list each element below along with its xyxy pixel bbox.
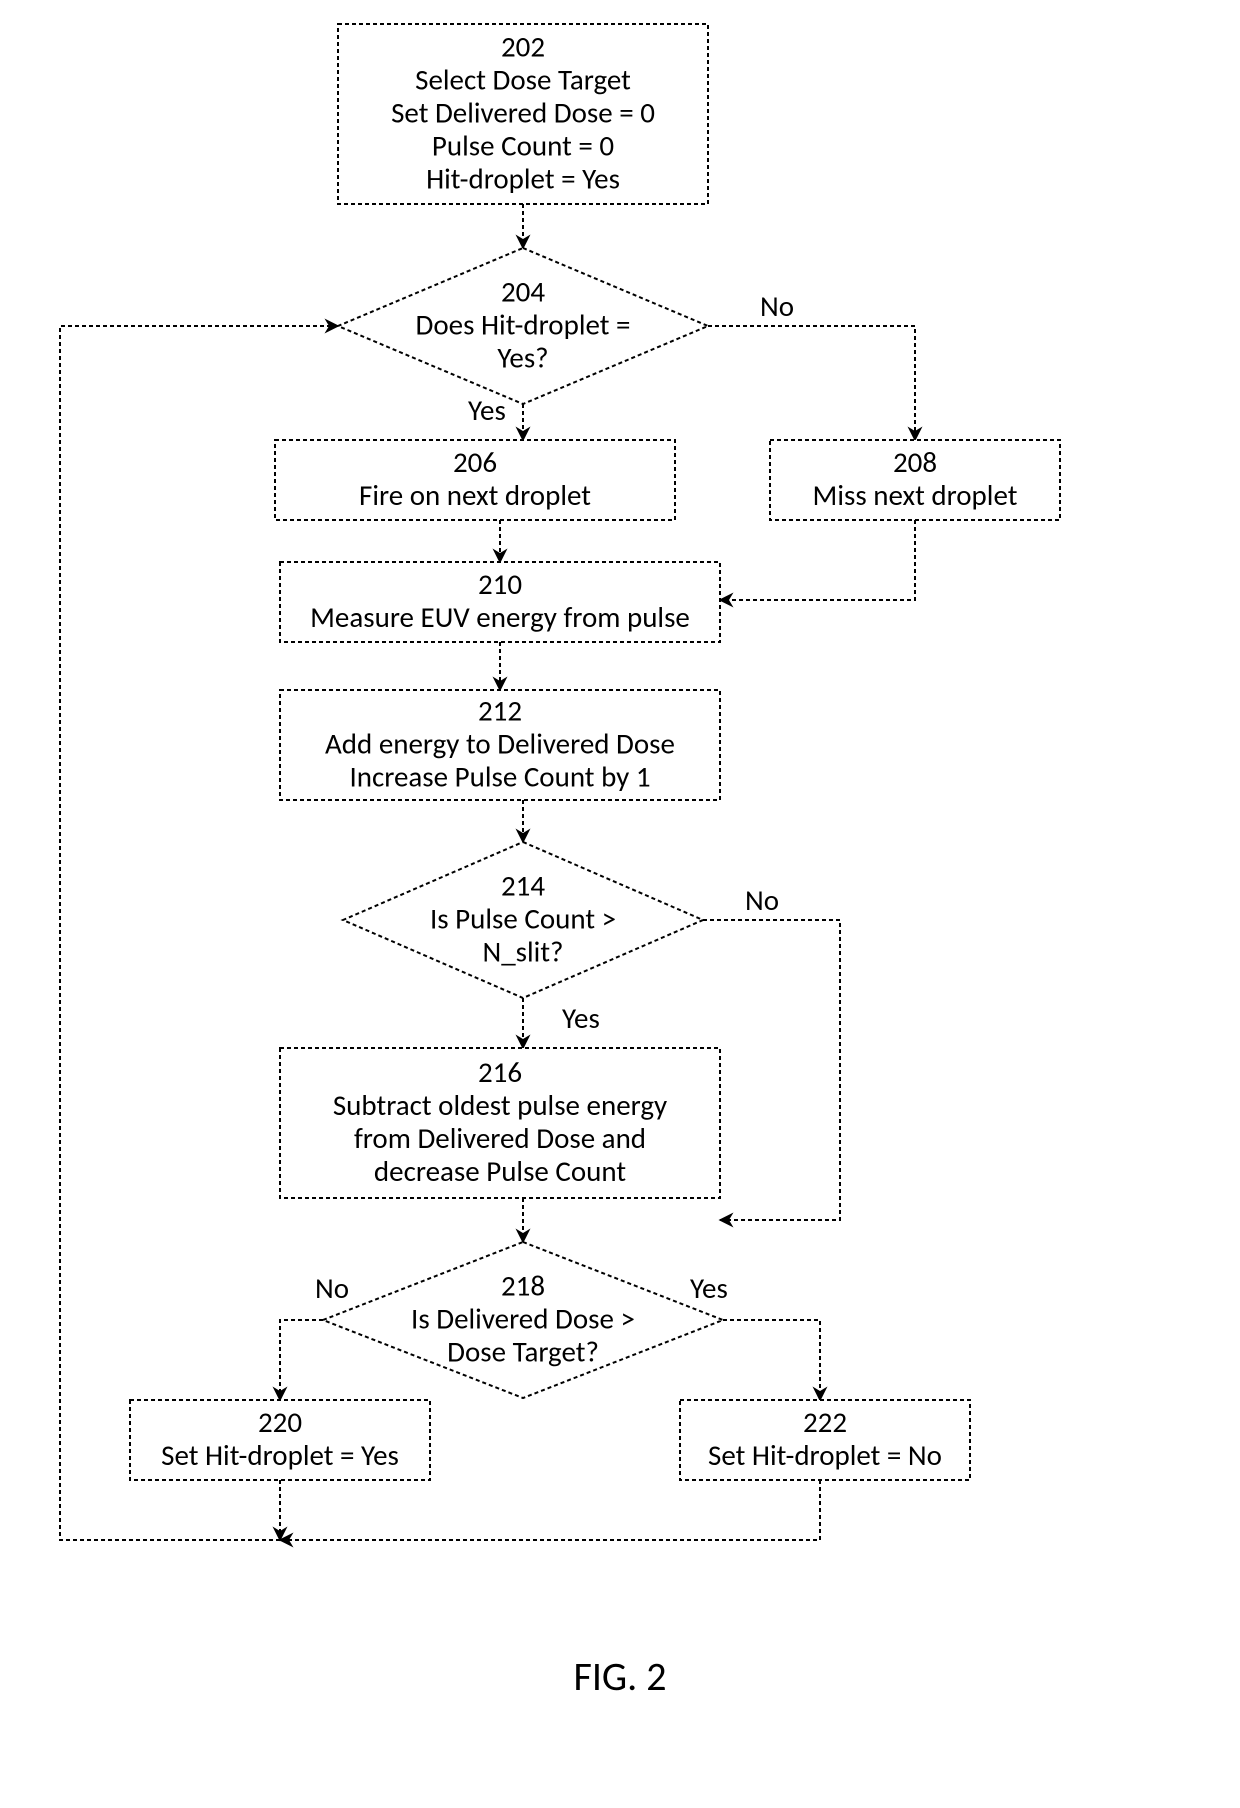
nodes-layer: 202Select Dose TargetSet Delivered Dose … [130,24,1060,1480]
node-218-line2: Dose Target? [447,1333,599,1369]
node-208-line1: Miss next droplet [813,477,1018,513]
node-212-line1: Add energy to Delivered Dose [325,725,675,761]
edge-11 [723,1320,820,1400]
node-222: 222Set Hit-droplet = No [680,1400,970,1480]
node-206: 206Fire on next droplet [275,440,675,520]
node-202-line2: Set Delivered Dose = 0 [391,94,655,130]
node-202-line4: Hit-droplet = Yes [426,160,620,196]
node-204-line2: Yes? [497,339,548,375]
node-204-line1: Does Hit-droplet = [416,306,631,342]
figure-caption: FIG. 2 [573,1652,666,1701]
node-216-line1: Subtract oldest pulse energy [333,1087,667,1123]
node-220-line1: Set Hit-droplet = Yes [161,1437,399,1473]
node-202-line3: Pulse Count = 0 [432,127,614,163]
edge-4 [720,520,915,600]
node-222-line1: Set Hit-droplet = No [708,1437,942,1473]
node-212-line0: 212 [478,692,522,728]
edge-2-label: No [760,288,794,324]
node-204: 204Does Hit-droplet =Yes? [338,248,708,404]
node-212-line2: Increase Pulse Count by 1 [349,758,650,794]
edge-1-label: Yes [468,392,506,428]
node-214: 214Is Pulse Count >N_slit? [343,842,703,998]
node-210-line0: 210 [478,566,522,602]
node-202: 202Select Dose TargetSet Delivered Dose … [338,24,708,204]
node-216: 216Subtract oldest pulse energyfrom Deli… [280,1048,720,1198]
node-218-line1: Is Delivered Dose > [411,1300,635,1336]
node-220: 220Set Hit-droplet = Yes [130,1400,430,1480]
node-214-line0: 214 [501,867,545,903]
node-214-line1: Is Pulse Count > [430,900,616,936]
flowchart-canvas: YesNoYesNoNoYes 202Select Dose TargetSet… [0,0,1240,1808]
edge-2 [708,326,915,440]
node-214-line2: N_slit? [483,933,564,969]
node-206-line0: 206 [453,444,497,480]
edge-13 [280,1480,820,1540]
edge-7-label: Yes [562,1000,600,1036]
node-208-line0: 208 [893,444,937,480]
node-202-line1: Select Dose Target [415,61,631,97]
node-218-line0: 218 [501,1267,545,1303]
edge-11-label: Yes [690,1270,728,1306]
node-216-line2: from Delivered Dose and [354,1120,646,1156]
node-212: 212Add energy to Delivered DoseIncrease … [280,690,720,800]
node-208: 208Miss next droplet [770,440,1060,520]
edge-8-label: No [745,882,779,918]
node-222-line0: 222 [803,1404,847,1440]
node-216-line3: decrease Pulse Count [374,1153,626,1189]
node-218: 218Is Delivered Dose >Dose Target? [323,1242,723,1398]
node-216-line0: 216 [478,1054,522,1090]
node-206-line1: Fire on next droplet [359,477,591,513]
edge-10 [280,1320,323,1400]
node-210-line1: Measure EUV energy from pulse [310,599,690,635]
edge-10-label: No [315,1270,349,1306]
node-210: 210Measure EUV energy from pulse [280,562,720,642]
node-204-line0: 204 [501,273,545,309]
node-220-line0: 220 [258,1404,302,1440]
edge-8 [703,920,840,1220]
node-202-line0: 202 [501,28,545,64]
